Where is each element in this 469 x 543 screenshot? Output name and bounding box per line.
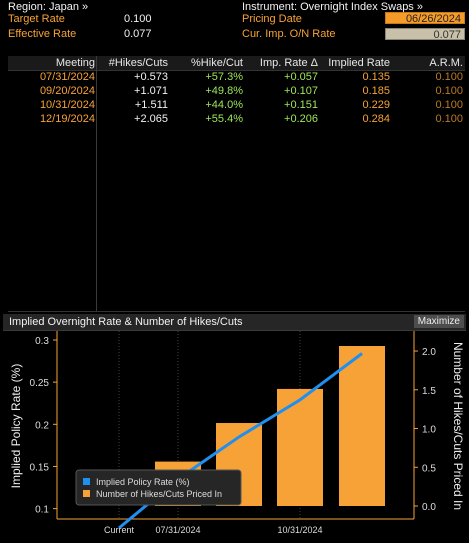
left-axis-label: Implied Policy Rate (%) <box>9 364 23 489</box>
cur-imp-rate-label: Cur. Imp. O/N Rate <box>242 28 336 40</box>
table-cell: +49.8% <box>205 85 243 97</box>
table-cell: 07/31/2024 <box>39 71 95 83</box>
table-cell: +0.107 <box>284 85 318 97</box>
right-tick-label: 1.0 <box>422 425 436 436</box>
table-cell: 0.100 <box>435 99 463 111</box>
legend-swatch-line <box>83 478 90 485</box>
table-cell: +1.511 <box>134 99 168 111</box>
table-cell: 0.100 <box>435 113 463 125</box>
top-panel: Region: Japan » Instrument: Overnight In… <box>0 0 469 44</box>
header-hikes-cuts[interactable]: #Hikes/Cuts <box>108 57 168 69</box>
table-cell: +2.065 <box>134 113 168 125</box>
table-cell: +0.573 <box>134 71 168 83</box>
pricing-date-label: Pricing Date <box>242 13 302 25</box>
header-meeting[interactable]: Meeting <box>55 57 95 69</box>
legend-swatch-bar <box>83 490 90 497</box>
table-cell: +57.3% <box>205 71 243 83</box>
table-cell: 09/20/2024 <box>39 85 95 97</box>
cur-imp-rate-input[interactable]: 0.077 <box>385 28 465 41</box>
combo-chart: 0.1 0.15 0.2 0.25 0.3 0.0 0.5 1.0 1.5 2.0 Current 0… <box>9 331 465 535</box>
x-tick-label: 10/31/2024 <box>277 525 322 535</box>
table-cell: 12/19/2024 <box>39 113 95 125</box>
left-tick-label: 0.1 <box>35 505 49 516</box>
table-cell: +1.071 <box>134 85 168 97</box>
table-cell: +55.4% <box>205 113 243 125</box>
bar-hikes-cuts <box>339 346 385 506</box>
maximize-button[interactable]: Maximize <box>413 315 464 328</box>
table-cell: 0.135 <box>362 71 390 83</box>
left-tick-label: 0.15 <box>30 462 50 473</box>
table-divider <box>8 311 465 312</box>
legend-label: Implied Policy Rate (%) <box>96 477 190 487</box>
table-cell: +0.151 <box>284 99 318 111</box>
legend-label: Number of Hikes/Cuts Priced In <box>96 489 222 499</box>
x-tick-label: 07/31/2024 <box>155 525 200 535</box>
left-tick-label: 0.2 <box>35 420 49 431</box>
chart-titlebar: Implied Overnight Rate & Number of Hikes… <box>3 314 466 331</box>
table-cell: 0.100 <box>435 85 463 97</box>
pricing-date-input[interactable]: 06/26/2024 <box>385 12 465 25</box>
meetings-table: Meeting #Hikes/Cuts %Hike/Cut Imp. Rate Δ Im… <box>8 56 465 312</box>
column-divider <box>96 56 97 312</box>
header-imp-rate-delta[interactable]: Imp. Rate Δ <box>259 57 318 69</box>
table-header <box>8 56 465 71</box>
x-tick-label: Current <box>104 525 135 535</box>
right-axis-label: Number of Hikes/Cuts Priced In <box>451 342 465 510</box>
right-tick-label: 0.0 <box>422 502 436 513</box>
instrument-selector[interactable]: Instrument: Overnight Index Swaps » <box>242 1 423 13</box>
left-tick-label: 0.3 <box>35 336 49 347</box>
table-cell: 10/31/2024 <box>39 99 95 111</box>
table-cell: 0.284 <box>362 113 390 125</box>
chart-panel: Implied Overnight Rate & Number of Hikes… <box>3 314 466 540</box>
header-implied-rate[interactable]: Implied Rate <box>328 57 390 69</box>
table-cell: 0.100 <box>435 71 463 83</box>
target-rate-value: 0.100 <box>124 13 152 25</box>
right-tick-label: 0.5 <box>422 463 436 474</box>
left-tick-label: 0.25 <box>30 378 50 389</box>
right-tick-label: 2.0 <box>422 347 436 358</box>
right-tick-label: 1.5 <box>422 386 436 397</box>
header-arm[interactable]: A.R.M. <box>429 57 463 69</box>
header-pct-hike-cut[interactable]: %Hike/Cut <box>191 57 243 69</box>
legend-box <box>75 469 242 506</box>
table-cell: 0.229 <box>362 99 390 111</box>
region-selector[interactable]: Region: Japan » <box>8 1 89 13</box>
effective-rate-label: Effective Rate <box>8 28 77 40</box>
bar-hikes-cuts <box>277 388 323 506</box>
target-rate-label: Target Rate <box>8 13 65 25</box>
table-cell: +0.057 <box>284 71 318 83</box>
table-cell: +44.0% <box>205 99 243 111</box>
table-cell: 0.185 <box>362 85 390 97</box>
effective-rate-value: 0.077 <box>124 28 152 40</box>
chart-title: Implied Overnight Rate & Number of Hikes… <box>9 316 243 328</box>
table-cell: +0.206 <box>284 113 318 125</box>
